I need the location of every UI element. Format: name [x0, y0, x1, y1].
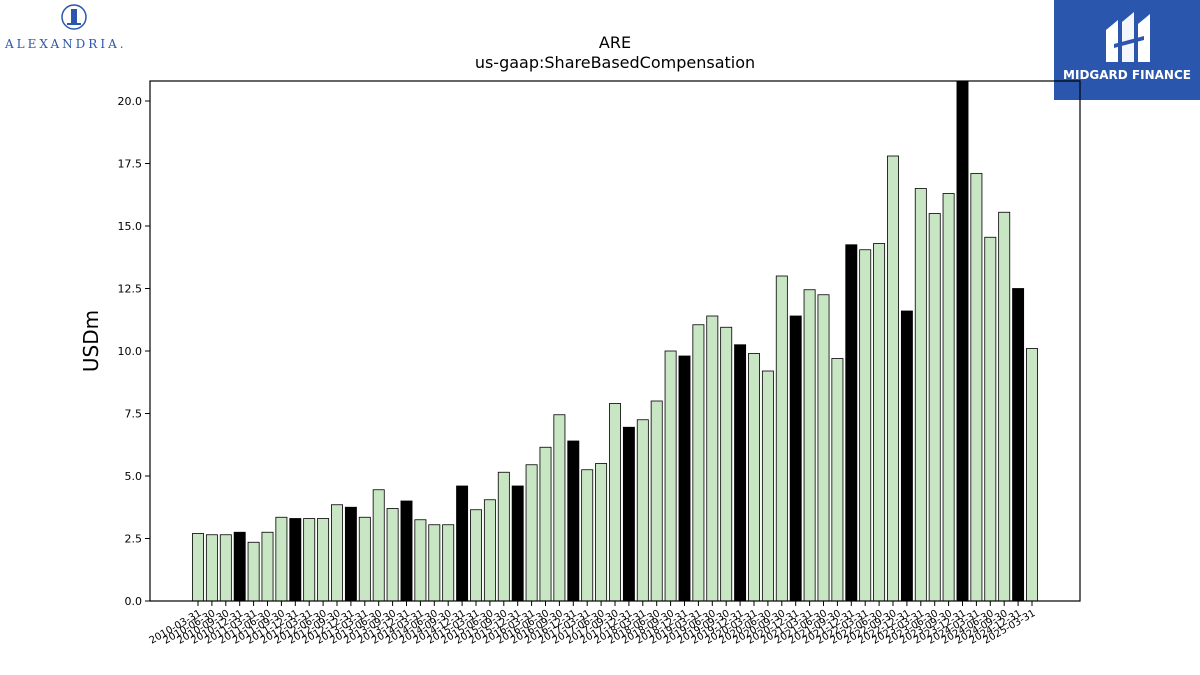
y-tick-label: 17.5: [118, 158, 143, 171]
alexandria-logo-text: ALEXANDRIA.: [5, 37, 127, 51]
x-axis: 2010-03-312010-06-302010-09-302010-12-31…: [148, 601, 1038, 647]
bar-2012-06-30: [317, 518, 330, 602]
y-tick-label: 2.5: [125, 533, 143, 546]
bar-2020-09-30: [775, 275, 788, 602]
y-tick-label: 0.0: [125, 595, 143, 608]
bar-2014-09-30: [442, 524, 455, 602]
bar-2017-06-30: [595, 463, 608, 602]
bar-2017-09-30: [609, 403, 621, 602]
y-axis: 0.0 2.5 5.0 7.5 10.0 12.5 15.0 17.5 20.0: [118, 95, 150, 608]
bar-2018-03-31: [636, 419, 649, 602]
bar-2016-12-31: [567, 440, 580, 602]
midgard-m-icon: [1106, 12, 1150, 62]
bar-2011-06-30: [261, 531, 274, 602]
bar-2011-09-30: [275, 516, 288, 602]
bar-2014-12-31: [456, 485, 469, 602]
bar-2024-12-31: [1012, 288, 1025, 602]
bar-2013-09-30: [386, 508, 399, 602]
bar-2023-06-30: [928, 213, 941, 602]
y-tick-label: 10.0: [118, 345, 143, 358]
bar-2015-06-30: [483, 499, 496, 602]
bar-2016-03-31: [525, 464, 538, 602]
bar-2024-09-30: [998, 211, 1011, 602]
bar-2014-06-30: [428, 524, 441, 602]
bar-2018-06-30: [650, 400, 663, 602]
bar-2019-03-31: [692, 324, 705, 602]
bar-2012-09-30: [331, 504, 343, 602]
bar-2015-09-30: [497, 471, 510, 602]
midgard-finance-logo-text: MIDGARD FINANCE: [1063, 68, 1191, 82]
bar-2010-06-30: [205, 534, 218, 602]
bar-2021-12-31: [845, 244, 858, 602]
alexandria-logo: ALEXANDRIA.: [0, 0, 150, 60]
bar-2025-03-31: [1026, 348, 1038, 602]
bar-2023-09-30: [942, 193, 955, 602]
bar-2015-03-31: [470, 509, 482, 602]
bar-2011-03-31: [247, 541, 260, 602]
bar-2016-06-30: [539, 446, 552, 602]
bar-2019-09-30: [720, 326, 733, 602]
bar-2020-03-31: [748, 353, 760, 602]
y-axis-label: USDm: [79, 310, 103, 372]
bar-2021-03-31: [803, 289, 816, 602]
y-tick-label: 20.0: [118, 95, 143, 108]
y-tick-label: 7.5: [125, 408, 143, 421]
bar-2022-06-30: [873, 243, 886, 602]
plot-frame: [149, 80, 1081, 602]
y-tick-label: 5.0: [125, 470, 143, 483]
bar-2020-06-30: [761, 370, 774, 602]
bar-2019-12-31: [734, 344, 747, 602]
y-tick-label: 15.0: [118, 220, 143, 233]
bar-2012-03-31: [303, 518, 316, 602]
bar-2011-12-31: [289, 518, 302, 602]
bar-2020-12-31: [789, 315, 802, 602]
bar-2021-09-30: [831, 358, 844, 602]
chart-subtitle: us-gaap:ShareBasedCompensation: [475, 53, 755, 72]
bar-2021-06-30: [817, 294, 830, 602]
bar-2013-06-30: [372, 489, 385, 602]
bar-2017-03-31: [581, 469, 594, 602]
bar-2018-09-30: [664, 350, 677, 602]
bar-2022-03-31: [859, 249, 872, 602]
midgard-finance-logo: MIDGARD FINANCE: [1054, 0, 1200, 100]
bar-2016-09-30: [553, 414, 566, 602]
bar-2017-12-31: [622, 426, 635, 602]
bar-2010-03-31: [192, 533, 204, 602]
bar-2023-03-31: [914, 188, 927, 602]
bar-2024-03-31: [970, 173, 983, 602]
bar-2023-12-31: [956, 80, 969, 602]
bar-2024-06-30: [984, 236, 997, 602]
bar-2019-06-30: [706, 315, 719, 602]
bar-2013-12-31: [400, 500, 413, 602]
bar-2022-12-31: [900, 310, 913, 602]
chart-title: ARE: [599, 33, 631, 52]
bar-2015-12-31: [511, 485, 524, 602]
bars-group: [192, 80, 1038, 602]
y-tick-label: 12.5: [118, 283, 143, 296]
lighthouse-icon: [61, 4, 87, 30]
bar-2022-09-30: [887, 155, 899, 602]
bar-2014-03-31: [414, 519, 427, 602]
bar-2010-12-31: [233, 531, 246, 602]
bar-2018-12-31: [678, 355, 691, 602]
bar-2012-12-31: [344, 506, 357, 602]
bar-2010-09-30: [219, 534, 232, 602]
bar-2013-03-31: [358, 516, 371, 602]
